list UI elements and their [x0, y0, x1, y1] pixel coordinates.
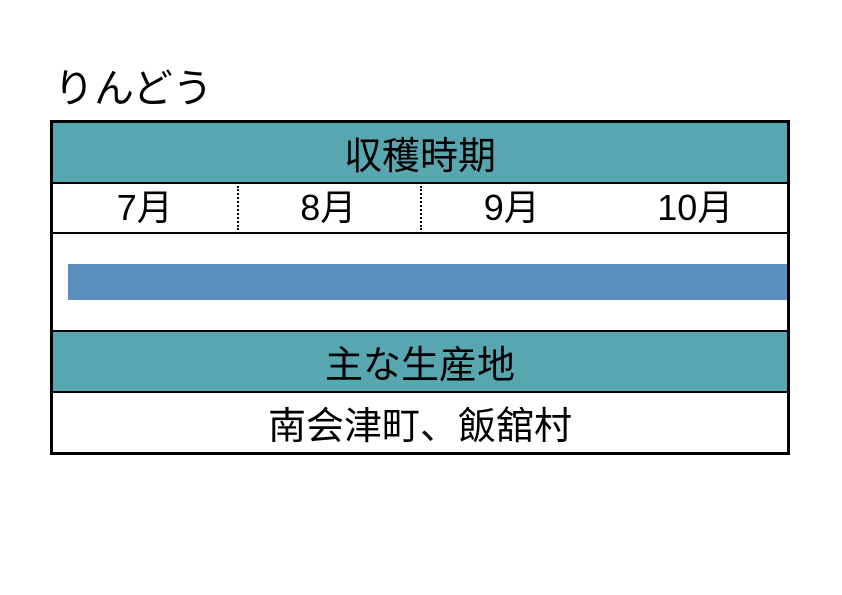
info-card: りんどう 収穫時期 7月 8月 9月 10月 主な生産地 南会津町、飯舘村 [50, 56, 790, 455]
month-cell: 10月 [604, 184, 788, 232]
month-divider [420, 186, 422, 230]
month-cell: 9月 [420, 184, 604, 232]
harvest-bar-row [53, 234, 787, 332]
month-divider [237, 186, 239, 230]
months-row: 7月 8月 9月 10月 [53, 184, 787, 234]
card-title: りんどう [54, 56, 790, 114]
areas-value: 南会津町、飯舘村 [53, 393, 787, 452]
harvest-header: 収穫時期 [53, 123, 787, 184]
harvest-bar [68, 264, 787, 300]
month-cell: 8月 [237, 184, 421, 232]
month-cell: 7月 [53, 184, 237, 232]
info-table: 収穫時期 7月 8月 9月 10月 主な生産地 南会津町、飯舘村 [50, 120, 790, 455]
areas-header: 主な生産地 [53, 332, 787, 393]
